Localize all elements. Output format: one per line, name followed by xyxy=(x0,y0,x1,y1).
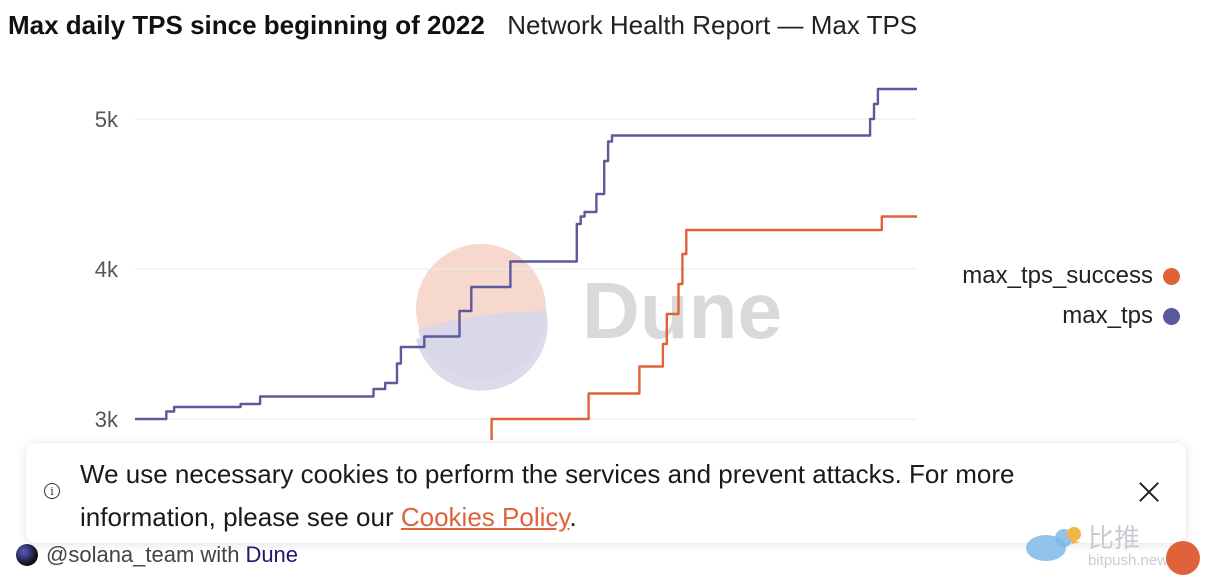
bird-icon xyxy=(1026,527,1081,561)
author-handle[interactable]: @solana_team xyxy=(46,542,195,567)
legend-label: max_tps xyxy=(1062,302,1153,329)
y-tick-label: 5k xyxy=(95,107,119,132)
legend-dot xyxy=(1163,267,1180,285)
chart-header: Max daily TPS since beginning of 2022 Ne… xyxy=(8,10,917,41)
series-line-max-tps-success xyxy=(490,215,917,440)
legend-dot xyxy=(1163,307,1180,325)
legend-label: max_tps_success xyxy=(962,262,1153,289)
corner-badge xyxy=(1166,541,1200,575)
dune-link[interactable]: Dune xyxy=(245,542,299,567)
y-tick-label: 3k xyxy=(95,407,119,432)
cookie-text: We use necessary cookies to perform the … xyxy=(80,453,1110,539)
site-watermark-name: 比推 xyxy=(1088,524,1141,554)
dune-logo-shade xyxy=(418,311,547,380)
cookie-message: We use necessary cookies to perform the … xyxy=(80,459,1015,532)
with-label: with xyxy=(200,542,240,567)
y-tick-label: 4k xyxy=(95,257,119,282)
legend-item-max-tps: max_tps xyxy=(962,296,1180,336)
cookies-policy-link[interactable]: Cookies Policy xyxy=(400,502,570,532)
info-icon: i xyxy=(44,483,60,499)
site-watermark: 比推 bitpush.news xyxy=(1020,518,1216,588)
cookie-period: . xyxy=(569,502,577,532)
avatar[interactable] xyxy=(16,544,38,566)
cookie-banner: i We use necessary cookies to perform th… xyxy=(26,443,1186,543)
series-line-max-tps xyxy=(135,87,917,421)
legend-item-max-tps-success: max_tps_success xyxy=(962,256,1180,296)
chart-title: Max daily TPS since beginning of 2022 xyxy=(8,10,485,40)
legend: max_tps_success max_tps xyxy=(962,256,1180,336)
close-icon[interactable] xyxy=(1136,479,1162,505)
footer: @solana_team with Dune xyxy=(16,542,298,568)
chart-subtitle: Network Health Report — Max TPS xyxy=(507,10,918,40)
site-watermark-url: bitpush.news xyxy=(1088,552,1176,569)
